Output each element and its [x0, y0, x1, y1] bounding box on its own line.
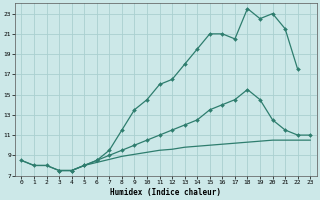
X-axis label: Humidex (Indice chaleur): Humidex (Indice chaleur) [110, 188, 221, 197]
